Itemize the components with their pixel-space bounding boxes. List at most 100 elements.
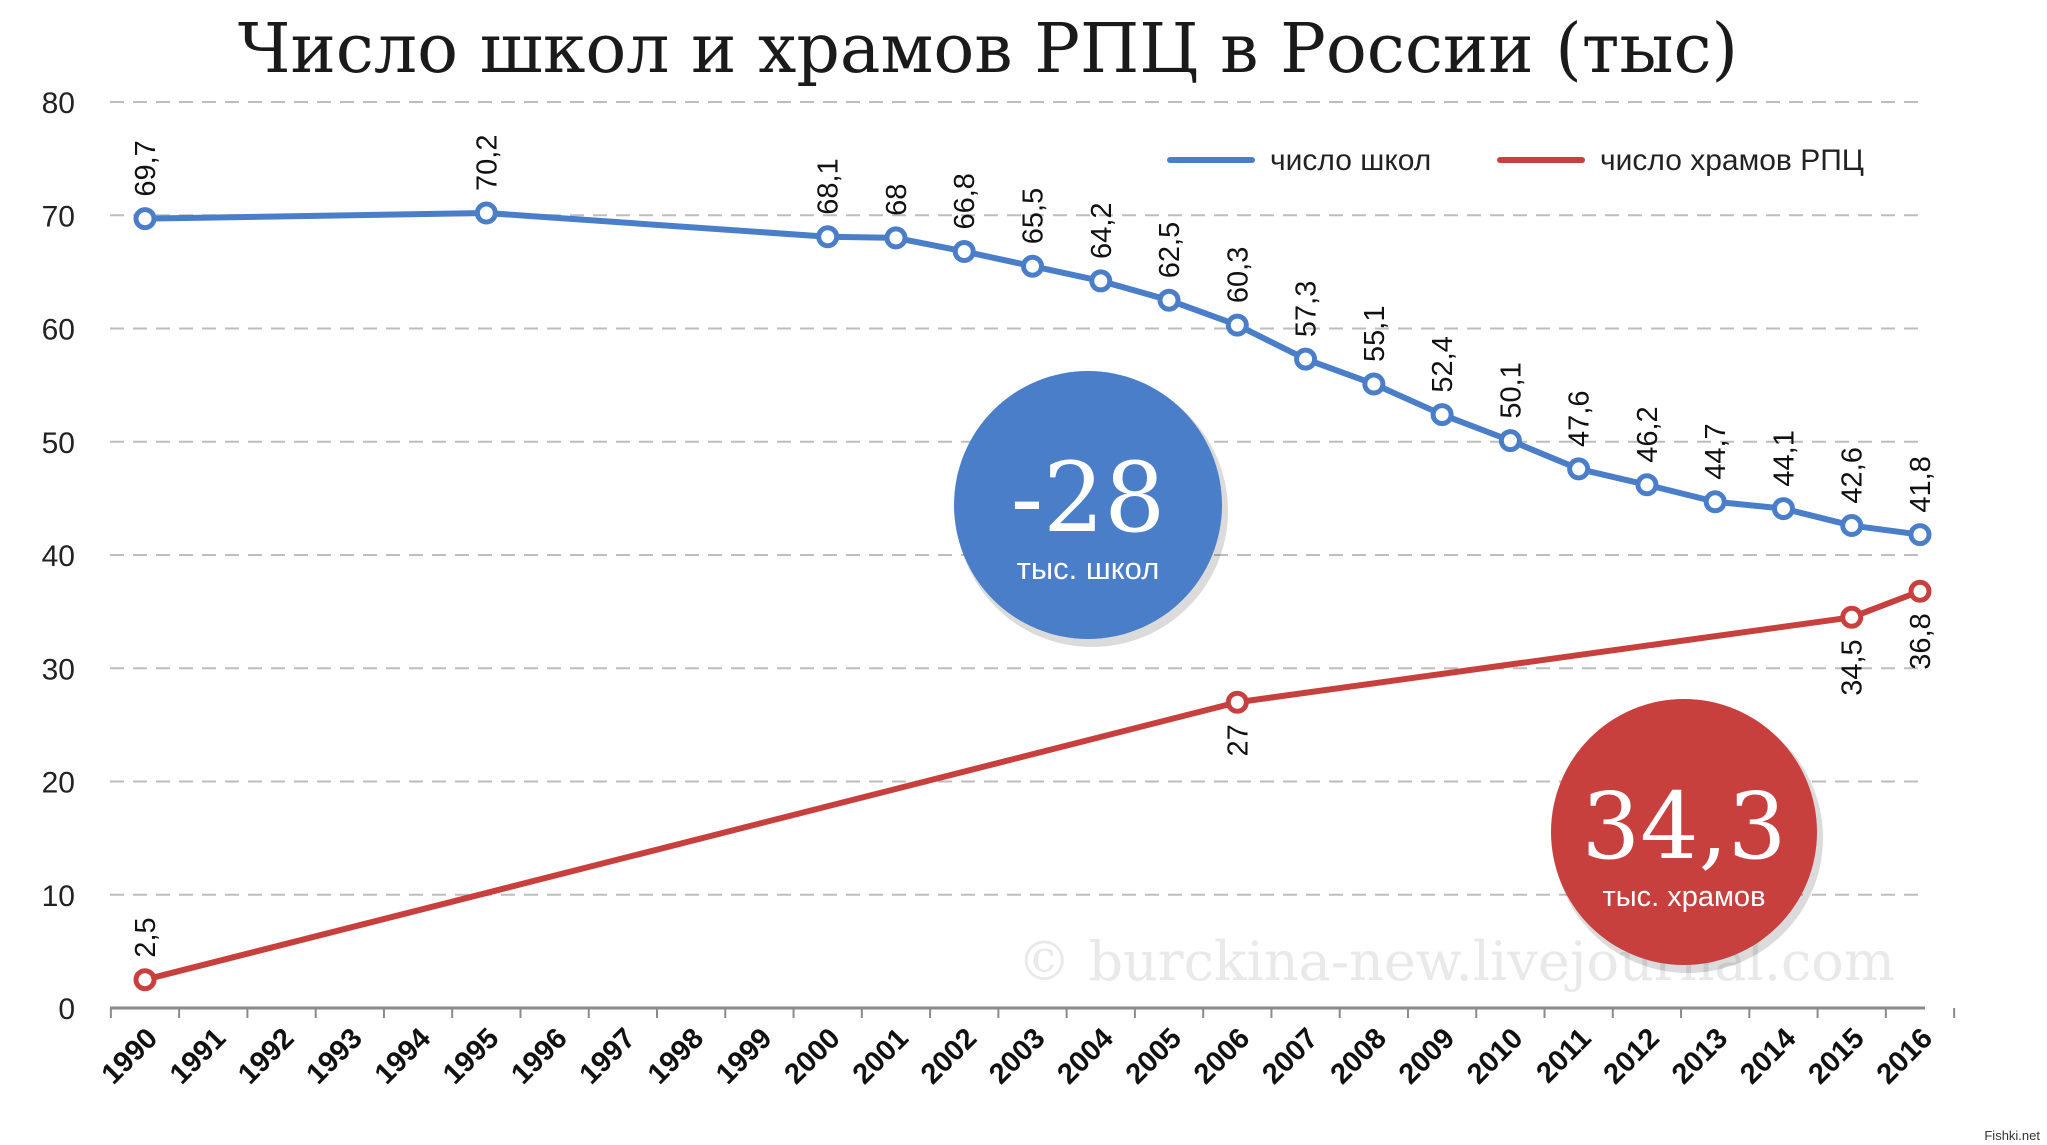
- x-tick-label: 1999: [710, 1022, 778, 1090]
- x-tick-label: 2012: [1598, 1022, 1666, 1090]
- legend-label: число школ: [1270, 144, 1431, 177]
- data-point: [1840, 605, 1864, 629]
- badge-value: 34,3: [1582, 773, 1787, 880]
- y-tick-label: 60: [42, 314, 75, 347]
- data-label: 2,5: [130, 917, 162, 957]
- x-tick-label: 1998: [642, 1022, 710, 1090]
- data-label: 57,3: [1291, 281, 1323, 337]
- legend-label: число храмов РПЦ: [1600, 144, 1864, 177]
- x-tick-label: 1997: [574, 1022, 642, 1090]
- x-tick-label: 2010: [1461, 1022, 1529, 1090]
- x-tick-label: 2005: [1120, 1022, 1188, 1090]
- data-label: 27: [1222, 724, 1254, 756]
- data-labels: 69,7 70,2 68,1 68 66,8 65,5 64,2 62,5 60,3 57,3 55…: [130, 135, 1937, 958]
- y-tick-label: 70: [42, 200, 75, 233]
- data-point: [952, 239, 976, 263]
- data-point: [1089, 269, 1113, 293]
- chart-title: Число школ и храмов РПЦ в России (тыс): [238, 10, 1738, 89]
- y-tick-label: 10: [42, 880, 75, 913]
- x-tick-label: 2000: [778, 1022, 846, 1090]
- data-point: [1771, 497, 1795, 521]
- data-label: 65,5: [1018, 188, 1050, 244]
- x-tick-label: 2006: [1188, 1022, 1256, 1090]
- data-point: [1021, 254, 1044, 278]
- y-tick-label: 0: [58, 993, 75, 1026]
- data-label: 70,2: [471, 135, 503, 191]
- data-point: [1840, 514, 1864, 538]
- y-tick-label: 20: [42, 767, 75, 800]
- data-label: 64,2: [1086, 202, 1118, 258]
- badge-caption: тыс. школ: [1017, 551, 1160, 586]
- data-label: 46,2: [1632, 406, 1664, 462]
- data-label: 69,7: [130, 140, 162, 196]
- data-point: [1908, 579, 1932, 603]
- y-axis: 0 10 20 30 40 50 60 70 80: [42, 87, 75, 1026]
- data-point: [1908, 523, 1932, 547]
- x-tick-label: 1990: [96, 1022, 164, 1090]
- data-label: 44,7: [1700, 423, 1732, 479]
- x-tick-label: 1994: [369, 1022, 437, 1090]
- data-point: [1703, 490, 1727, 514]
- series-line: [142, 588, 1923, 983]
- data-point: [133, 207, 157, 231]
- x-tick-label: 1992: [232, 1022, 300, 1090]
- y-tick-label: 80: [42, 87, 75, 120]
- data-label: 34,5: [1837, 639, 1869, 695]
- x-tick-label: 1991: [164, 1022, 232, 1090]
- data-label: 44,1: [1768, 430, 1800, 486]
- data-point: [1635, 473, 1659, 497]
- data-point: [1157, 288, 1181, 312]
- data-label: 41,8: [1905, 456, 1937, 512]
- data-point: [1294, 347, 1318, 371]
- x-tick-label: 2011: [1530, 1022, 1597, 1089]
- badge-value: -28: [1011, 442, 1166, 554]
- x-tick-label: 2002: [915, 1022, 983, 1090]
- data-label: 36,8: [1905, 613, 1937, 669]
- x-tick-label: 1995: [437, 1022, 505, 1090]
- data-point: [1225, 313, 1249, 337]
- data-label: 68: [881, 184, 913, 216]
- data-label: 68,1: [813, 158, 845, 214]
- data-label: 50,1: [1495, 362, 1527, 418]
- data-label: 60,3: [1222, 247, 1254, 303]
- x-tick-label: 2003: [983, 1022, 1051, 1090]
- corner-tag: Fishki.net: [1984, 1128, 2040, 1143]
- data-point: [1225, 690, 1249, 714]
- y-tick-label: 30: [42, 653, 75, 686]
- data-point: [474, 201, 498, 225]
- x-tick-label: 2014: [1734, 1022, 1802, 1090]
- badge-caption: тыс. храмов: [1603, 881, 1766, 913]
- y-tick-label: 40: [42, 540, 75, 573]
- x-tick-label: 2015: [1802, 1022, 1870, 1090]
- x-tick-label: 2008: [1325, 1022, 1393, 1090]
- data-point: [1498, 429, 1522, 453]
- data-point: [816, 225, 840, 249]
- data-label: 66,8: [949, 173, 981, 229]
- badge-circle: [1551, 699, 1817, 965]
- data-point: [1362, 372, 1386, 396]
- x-tick-label: 2004: [1051, 1022, 1119, 1090]
- data-point: [1567, 457, 1591, 481]
- badge-circle: [954, 371, 1222, 639]
- x-tick-label: 1996: [505, 1022, 573, 1090]
- data-label: 62,5: [1154, 222, 1186, 278]
- data-label: 52,4: [1427, 336, 1459, 392]
- x-axis: 1990 1991 1992 1993 1994 1995 1996 1997 1998 1999…: [96, 1006, 1956, 1091]
- data-label: 42,6: [1837, 447, 1869, 503]
- data-points: [133, 201, 1932, 992]
- x-tick-label: 1993: [301, 1022, 369, 1090]
- y-tick-label: 50: [42, 427, 75, 460]
- x-tick-label: 2009: [1393, 1022, 1461, 1090]
- x-tick-label: 2007: [1256, 1022, 1324, 1090]
- x-tick-label: 2013: [1666, 1022, 1734, 1090]
- data-point: [884, 226, 908, 250]
- x-tick-label: 2016: [1871, 1022, 1939, 1090]
- data-point: [1430, 403, 1454, 427]
- x-tick-label: 2001: [847, 1022, 915, 1090]
- data-point: [133, 968, 157, 992]
- data-label: 55,1: [1359, 306, 1391, 362]
- data-label: 47,6: [1564, 390, 1596, 446]
- legend: число школ число храмов РПЦ: [1167, 144, 1864, 177]
